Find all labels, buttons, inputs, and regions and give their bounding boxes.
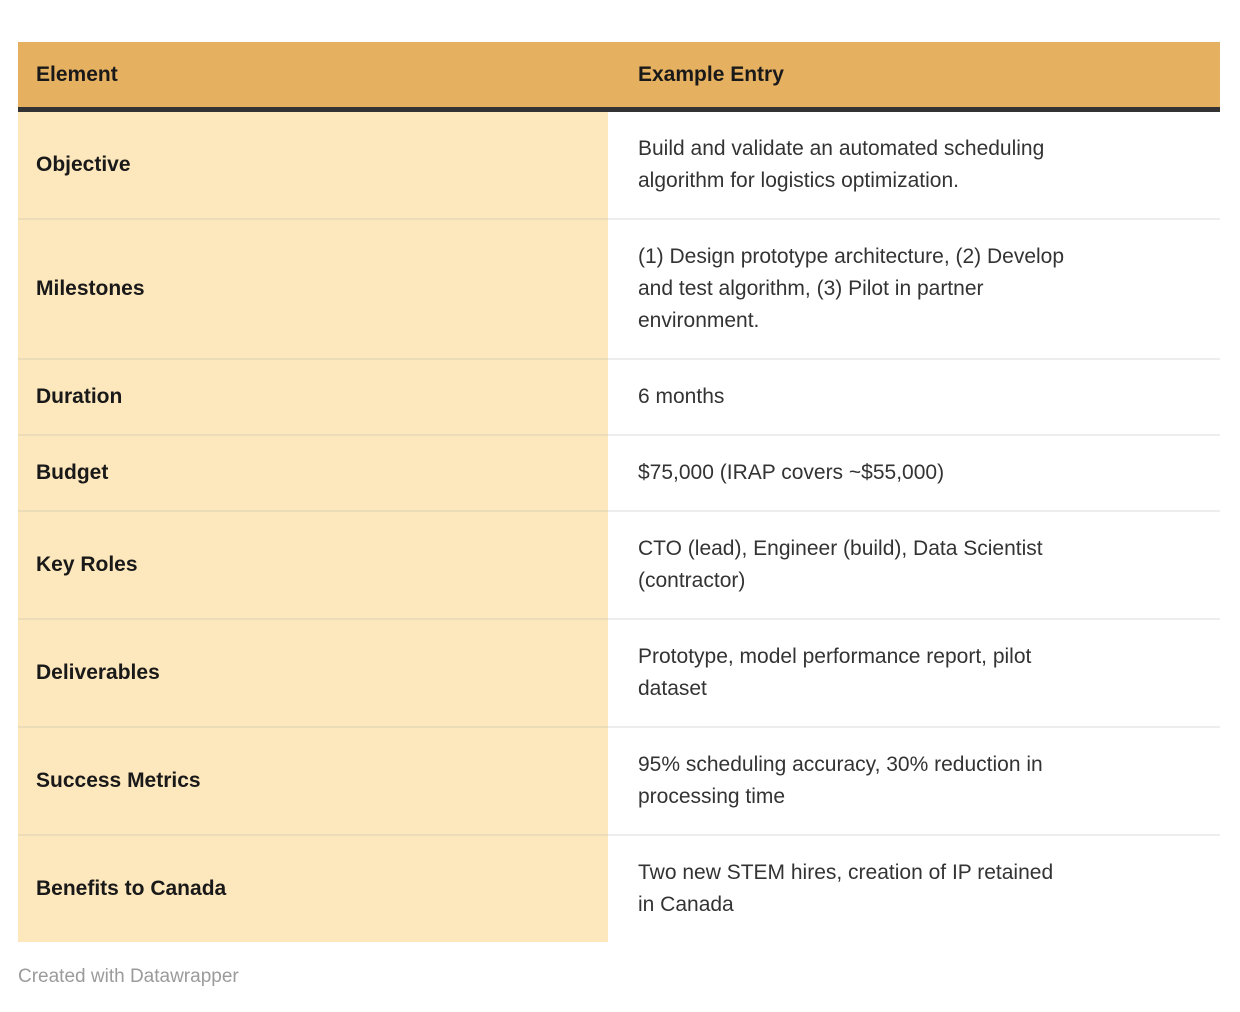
row-entry-deliverables: Prototype, model performance report, pil…: [608, 618, 1220, 727]
table-row: Success Metrics 95% scheduling accuracy,…: [18, 726, 1220, 835]
row-entry-success-metrics: 95% scheduling accuracy, 30% reduction i…: [608, 726, 1220, 835]
column-header-element: Element: [18, 42, 608, 112]
row-label-deliverables: Deliverables: [18, 618, 608, 727]
column-header-example-entry: Example Entry: [608, 42, 1220, 112]
row-label-key-roles: Key Roles: [18, 510, 608, 619]
attribution-prefix: Created with: [18, 966, 130, 987]
row-entry-key-roles: CTO (lead), Engineer (build), Data Scien…: [608, 510, 1220, 619]
table-row: Objective Build and validate an automate…: [18, 109, 1220, 219]
table-row: Budget $75,000 (IRAP covers ~$55,000): [18, 434, 1220, 511]
row-label-benefits-to-canada: Benefits to Canada: [18, 834, 608, 942]
row-label-objective: Objective: [18, 109, 608, 219]
table-row: Deliverables Prototype, model performanc…: [18, 618, 1220, 727]
header-row: Element Example Entry: [18, 42, 1220, 112]
row-entry-benefits-to-canada: Two new STEM hires, creation of IP retai…: [608, 834, 1220, 942]
data-table-chart: Element Example Entry Objective Build an…: [18, 42, 1220, 942]
row-entry-milestones: (1) Design prototype architecture, (2) D…: [608, 218, 1220, 359]
element-table: Element Example Entry Objective Build an…: [18, 42, 1220, 942]
row-entry-duration: 6 months: [608, 358, 1220, 435]
table-row: Duration 6 months: [18, 358, 1220, 435]
row-entry-budget: $75,000 (IRAP covers ~$55,000): [608, 434, 1220, 511]
table-row: Benefits to Canada Two new STEM hires, c…: [18, 834, 1220, 942]
row-label-budget: Budget: [18, 434, 608, 511]
table-header: Element Example Entry: [18, 42, 1220, 112]
datawrapper-link[interactable]: Datawrapper: [129, 966, 239, 987]
row-label-milestones: Milestones: [18, 218, 608, 359]
table-row: Milestones (1) Design prototype architec…: [18, 218, 1220, 359]
row-label-success-metrics: Success Metrics: [18, 726, 608, 835]
row-entry-objective: Build and validate an automated scheduli…: [608, 109, 1220, 219]
row-label-duration: Duration: [18, 358, 608, 435]
attribution: Created with Datawrapper: [18, 964, 239, 990]
table-row: Key Roles CTO (lead), Engineer (build), …: [18, 510, 1220, 619]
table-body: Objective Build and validate an automate…: [18, 109, 1220, 942]
